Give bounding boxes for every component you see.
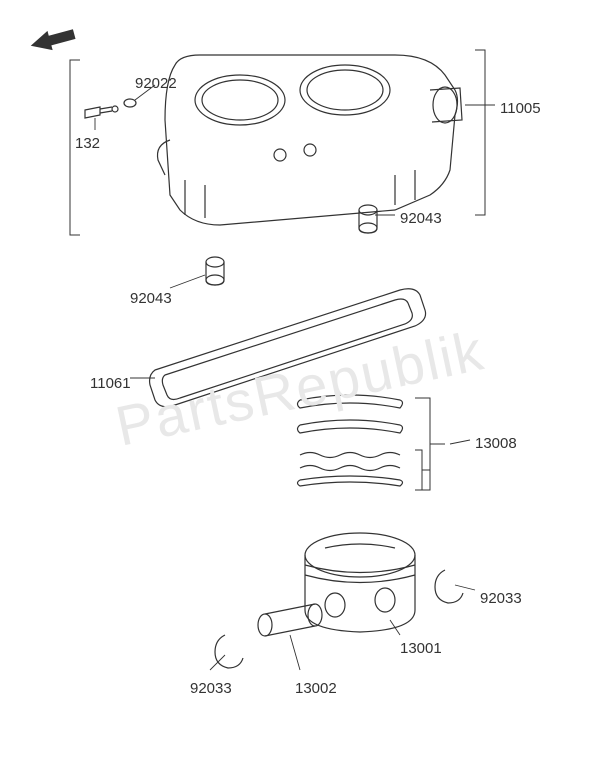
circlip-left-drawing — [215, 635, 243, 668]
gasket-drawing — [150, 289, 426, 407]
cylinder-block-drawing — [70, 50, 485, 235]
circlip-right-drawing — [435, 570, 463, 603]
washer-drawing — [124, 99, 136, 107]
dowel-pin-left-drawing — [206, 257, 224, 285]
piston-pin-drawing — [258, 604, 322, 636]
exploded-view-diagram — [0, 0, 600, 775]
bolt-drawing — [85, 106, 118, 118]
piston-rings-drawing — [298, 395, 446, 490]
dowel-pin-right-drawing — [359, 205, 377, 233]
